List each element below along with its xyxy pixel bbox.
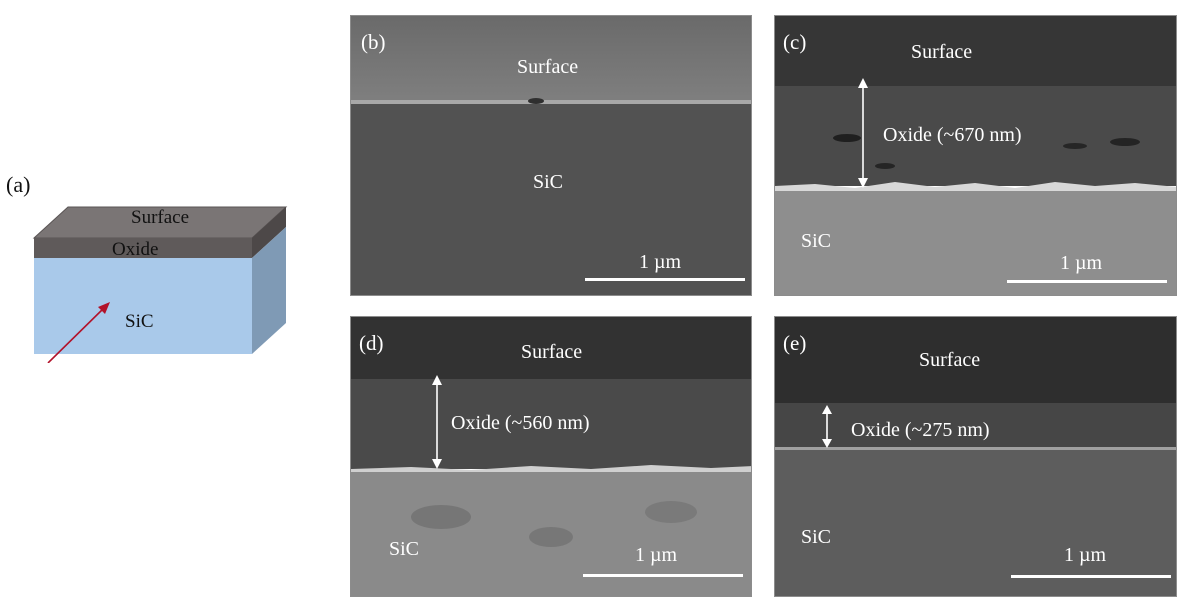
- panel-d-oxide-label: Oxide (~560 nm): [451, 412, 590, 434]
- panel-e-label: (e): [783, 331, 807, 355]
- panel-c-sic-label: SiC: [801, 230, 832, 252]
- sem-panel-d: (d) Surface Oxide (~560 nm) SiC 1 µm: [350, 316, 752, 597]
- diagram-oxide-label: Oxide: [112, 239, 159, 260]
- panel-d-label: (d): [359, 331, 384, 355]
- sem-panel-b: (b) Surface SiC 1 µm: [350, 15, 752, 296]
- diagram-sic-label: SiC: [125, 311, 154, 332]
- panel-d-scale-bar: [583, 574, 743, 577]
- sem-panel-e: (e) Surface Oxide (~275 nm) SiC 1 µm: [774, 316, 1177, 597]
- panel-e-surface-label: Surface: [919, 349, 981, 371]
- panel-d-sic-label: SiC: [389, 538, 420, 560]
- panel-d-surface-label: Surface: [521, 341, 583, 363]
- panel-e-sic-label: SiC: [801, 526, 832, 548]
- panel-b-surface-label: Surface: [517, 56, 579, 78]
- viewing-direction-arrow: [47, 305, 107, 363]
- panel-e-scale-label: 1 µm: [1064, 544, 1107, 566]
- panel-b-scale-label: 1 µm: [639, 251, 682, 273]
- panel-e-scale-bar: [1011, 575, 1171, 578]
- panel-c-oxide-label: Oxide (~670 nm): [883, 124, 1022, 146]
- panel-c-label: (c): [783, 30, 807, 54]
- panel-b-label: (b): [361, 30, 386, 54]
- panel-c-scale-label: 1 µm: [1060, 252, 1103, 274]
- panel-d-scale-label: 1 µm: [635, 544, 678, 566]
- panel-b-sic-label: SiC: [533, 171, 564, 193]
- panel-a-label: (a): [6, 172, 31, 197]
- diagram-surface-label: Surface: [131, 207, 190, 228]
- panel-b-scale-bar: [585, 278, 745, 281]
- sample-schematic: [32, 206, 288, 363]
- sem-panel-c: (c) Surface Oxide (~670 nm) SiC 1 µm: [774, 15, 1177, 296]
- panel-c-surface-label: Surface: [911, 41, 973, 63]
- panel-e-oxide-label: Oxide (~275 nm): [851, 419, 990, 441]
- panel-c-scale-bar: [1007, 280, 1167, 283]
